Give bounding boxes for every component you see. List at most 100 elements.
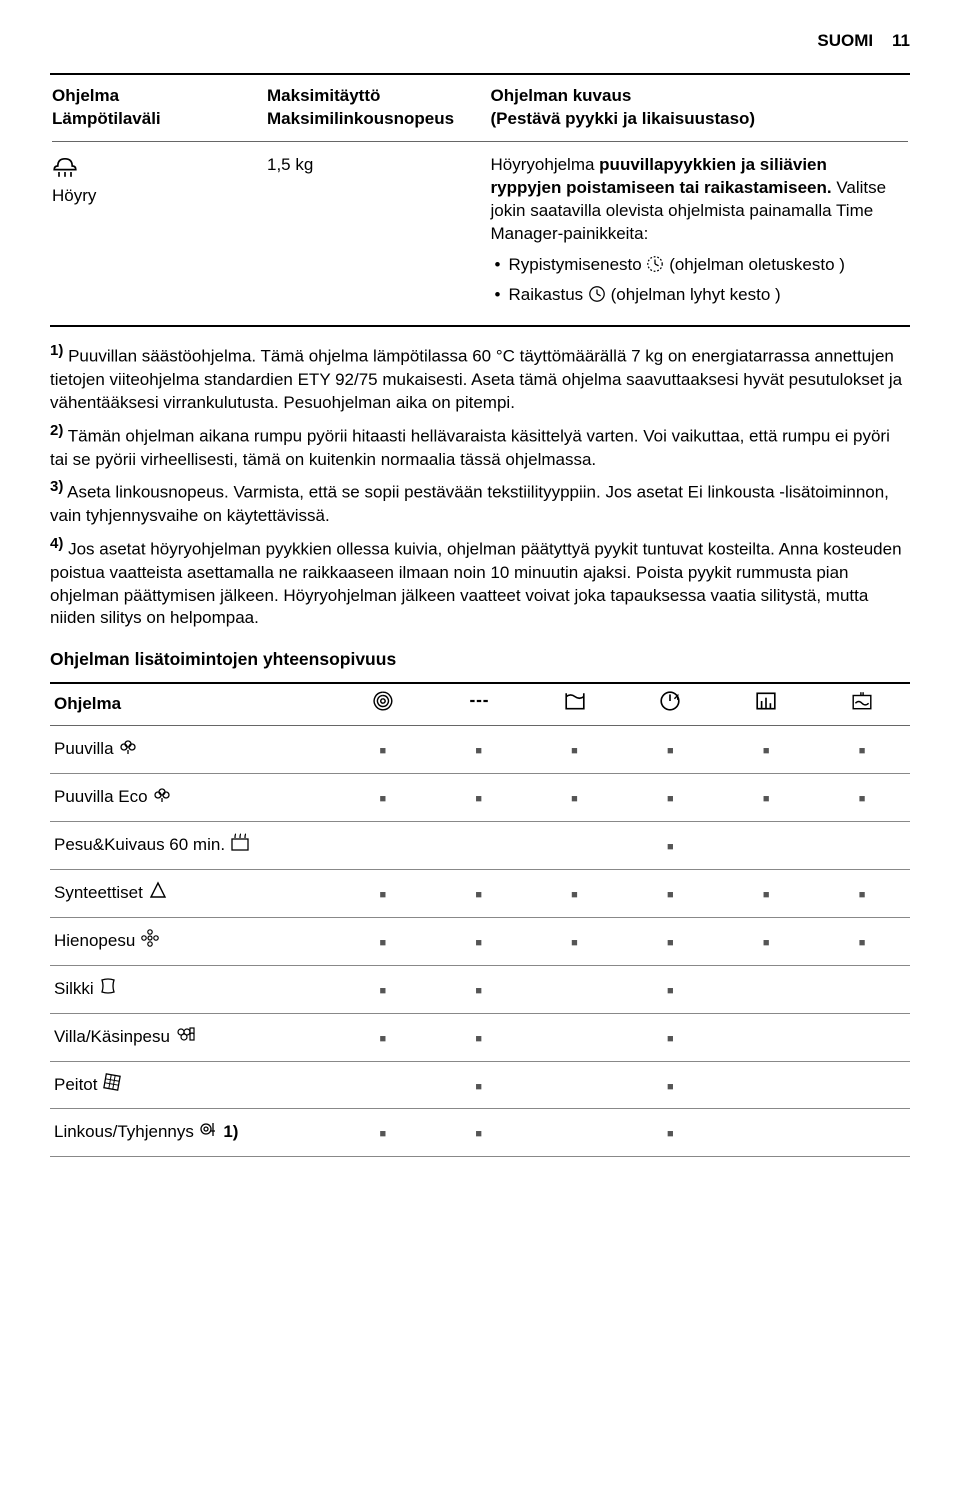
compat-row-label: Puuvilla	[50, 726, 335, 773]
compat-cell: ■	[335, 918, 431, 965]
compat-row: Pesu&Kuivaus 60 min. ■	[50, 822, 910, 869]
header-language: SUOMI	[817, 31, 873, 50]
check-mark: ■	[859, 889, 866, 901]
compat-row-rule	[50, 1156, 910, 1157]
compat-cell: ■	[718, 870, 814, 917]
check-mark: ■	[380, 889, 387, 901]
col-desc-line2: (Pestävä pyykki ja likaisuustaso)	[491, 109, 756, 128]
clock-dash-icon	[646, 255, 664, 280]
check-mark: ■	[380, 793, 387, 805]
col-rinse-hold-icon	[431, 684, 527, 725]
col-program-line1: Ohjelma	[52, 86, 119, 105]
col-prewash-icon	[527, 684, 623, 725]
compat-row: Linkous/Tyhjennys 1)■■■	[50, 1109, 910, 1156]
compat-row: Villa/Käsinpesu ■■■	[50, 1014, 910, 1061]
compat-cell	[718, 1014, 814, 1061]
cotton-icon	[118, 736, 138, 763]
compat-cell: ■	[814, 774, 910, 821]
check-mark: ■	[667, 937, 674, 949]
rule-after-table	[50, 325, 910, 327]
page-header: SUOMI 11	[50, 30, 910, 53]
check-mark: ■	[763, 889, 770, 901]
compat-cell: ■	[718, 918, 814, 965]
compat-row-label: Linkous/Tyhjennys 1)	[50, 1109, 335, 1156]
program-table-header-row: Ohjelma Lämpötilaväli Maksimitäyttö Maks…	[52, 77, 908, 139]
check-mark: ■	[667, 985, 674, 997]
check-mark: ■	[380, 937, 387, 949]
check-mark: ■	[667, 793, 674, 805]
compat-table: Ohjelma Puuvilla ■ ■ ■ ■ ■ ■ Puuvilla Eco ■ ■ ■ ■…	[50, 684, 910, 1157]
compat-cell: ■	[814, 870, 910, 917]
program-description: Höyryohjelma puuvillapyykkien ja siliävi…	[491, 144, 908, 324]
check-mark: ■	[763, 745, 770, 757]
compat-cell: ■	[431, 1109, 527, 1156]
compat-row-label: Villa/Käsinpesu	[50, 1014, 335, 1061]
compat-cell: ■	[431, 870, 527, 917]
compat-cell	[814, 1062, 910, 1109]
check-mark: ■	[667, 745, 674, 757]
rule-header-sep	[52, 141, 908, 142]
col-extra-rinse-icon	[814, 684, 910, 725]
check-mark: ■	[667, 1033, 674, 1045]
compat-cell: ■	[622, 822, 718, 869]
desc-lead: Höyryohjelma	[491, 155, 600, 174]
check-mark: ■	[475, 1081, 482, 1093]
compat-row-label: Puuvilla Eco	[50, 774, 335, 821]
check-mark: ■	[667, 841, 674, 853]
compat-row-text: Puuvilla	[54, 739, 118, 758]
compat-cell: ■	[335, 726, 431, 773]
b1-tail: (ohjelman oletuskesto )	[669, 255, 845, 274]
compat-cell: ■	[622, 1014, 718, 1061]
bullet-2: Raikastus (ohjelman lyhyt kesto )	[491, 284, 902, 310]
footnote-4: 4) Jos asetat höyryohjelman pyykkien oll…	[50, 534, 910, 630]
check-mark: ■	[475, 937, 482, 949]
compat-header-row: Ohjelma	[50, 684, 910, 725]
compat-row-text: Synteettiset	[54, 883, 148, 902]
col-desc: Ohjelman kuvaus (Pestävä pyykki ja likai…	[491, 77, 908, 139]
footnote-2-text: Tämän ohjelman aikana rumpu pyörii hitaa…	[50, 427, 890, 469]
compat-row-label: Peitot	[50, 1062, 335, 1109]
program-load: 1,5 kg	[267, 155, 313, 174]
compat-row-text: Peitot	[54, 1074, 102, 1093]
compat-cell: ■	[527, 774, 623, 821]
footnote-3-text: Aseta linkousnopeus. Varmista, että se s…	[50, 483, 889, 525]
compat-row: Puuvilla Eco ■■■■■■	[50, 774, 910, 821]
col-delay-icon	[622, 684, 718, 725]
compat-cell: ■	[431, 966, 527, 1013]
compat-cell: ■	[335, 1109, 431, 1156]
compat-cell	[527, 1062, 623, 1109]
compat-cell: ■	[431, 1062, 527, 1109]
compat-cell: ■	[527, 726, 623, 773]
compat-row-text: Puuvilla Eco	[54, 787, 152, 806]
compat-row-text: Linkous/Tyhjennys	[54, 1122, 199, 1141]
bullet-1: Rypistymisenesto (ohjelman oletuskesto )	[491, 254, 902, 280]
wool-icon	[175, 1024, 195, 1051]
check-mark: ■	[380, 745, 387, 757]
check-mark: ■	[475, 745, 482, 757]
b2-text: Raikastus	[509, 285, 588, 304]
compat-row: Peitot ■■	[50, 1062, 910, 1109]
col-program-line2: Lämpötilaväli	[52, 109, 161, 128]
compat-cell	[814, 1014, 910, 1061]
compat-cell: ■	[622, 726, 718, 773]
compat-row-text: Villa/Käsinpesu	[54, 1027, 175, 1046]
compat-row: Hienopesu ■■■■■■	[50, 918, 910, 965]
check-mark: ■	[571, 937, 578, 949]
compat-row-label: Pesu&Kuivaus 60 min.	[50, 822, 335, 869]
b2-tail: (ohjelman lyhyt kesto )	[611, 285, 781, 304]
compat-cell	[718, 822, 814, 869]
compat-row-label: Synteettiset	[50, 870, 335, 917]
compat-cell: ■	[622, 1109, 718, 1156]
check-mark: ■	[859, 937, 866, 949]
compat-cell: ■	[335, 1014, 431, 1061]
check-mark: ■	[667, 889, 674, 901]
program-row-steam: Höyry 1,5 kg Höyryohjelma puuvillapyykki…	[52, 144, 908, 324]
compat-title: Ohjelman lisätoimintojen yhteensopivuus	[50, 648, 910, 672]
flower-icon	[140, 928, 160, 955]
compat-cell	[335, 1062, 431, 1109]
compat-row: Puuvilla ■■■■■■	[50, 726, 910, 773]
compat-cell: ■	[431, 1014, 527, 1061]
compat-cell: ■	[622, 918, 718, 965]
compat-cell: ■	[718, 726, 814, 773]
silk-icon	[98, 976, 118, 1003]
